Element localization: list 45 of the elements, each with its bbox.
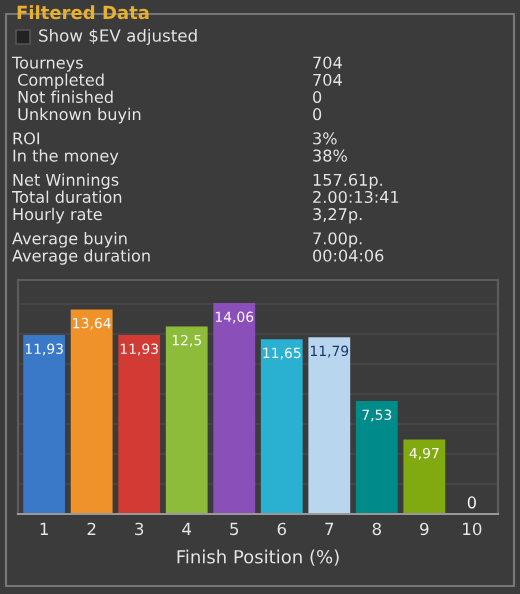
text: Average duration <box>12 249 150 265</box>
x-axis-title: Finish Position (%) <box>177 549 339 566</box>
bar <box>260 339 303 514</box>
text: 2.00:13:41 <box>313 190 399 204</box>
x-tick-label: 7 <box>325 522 334 535</box>
bar <box>403 439 446 514</box>
x-tick-label: 9 <box>420 522 429 536</box>
x-tick-label: 4 <box>182 522 192 535</box>
text: 3% <box>313 132 337 145</box>
text: In the money <box>13 149 119 165</box>
x-tick-label: 3 <box>135 522 144 536</box>
bar <box>165 326 208 514</box>
x-tick-label: 1 <box>40 522 48 535</box>
text: 00:04:06 <box>313 249 384 262</box>
text: Unknown buyin <box>18 107 141 124</box>
text: Show $EV adjusted <box>39 28 197 46</box>
x-tick-label: 8 <box>372 522 381 536</box>
bar <box>213 303 256 514</box>
bar <box>70 309 113 514</box>
bar <box>355 401 398 514</box>
text: 38% <box>313 149 347 162</box>
text: 704 <box>313 56 342 69</box>
text: 7.00p. <box>313 232 362 248</box>
text: Tourneys <box>11 56 83 72</box>
x-tick-label: 6 <box>277 522 287 536</box>
text: Average buyin <box>12 232 127 248</box>
bar <box>118 335 161 514</box>
text: Net Winnings <box>13 173 119 189</box>
text: 157.61p. <box>313 173 382 189</box>
text: 3,27p. <box>313 208 362 224</box>
x-tick-label: 2 <box>87 522 96 535</box>
text: Not finished <box>18 90 113 104</box>
data-label: 0 <box>467 496 476 509</box>
bar <box>23 335 66 514</box>
text: ROI <box>13 132 40 145</box>
text: 0 <box>313 108 322 121</box>
x-tick-label: 10 <box>463 522 482 536</box>
text: 704 <box>313 73 342 86</box>
chart-title: Filtered Data <box>17 5 149 20</box>
text: 0 <box>313 90 322 104</box>
x-tick-label: 5 <box>230 522 239 536</box>
text: Total duration <box>11 190 122 204</box>
bar <box>308 337 351 514</box>
text: Hourly rate <box>13 207 102 224</box>
text: Completed <box>18 73 104 89</box>
